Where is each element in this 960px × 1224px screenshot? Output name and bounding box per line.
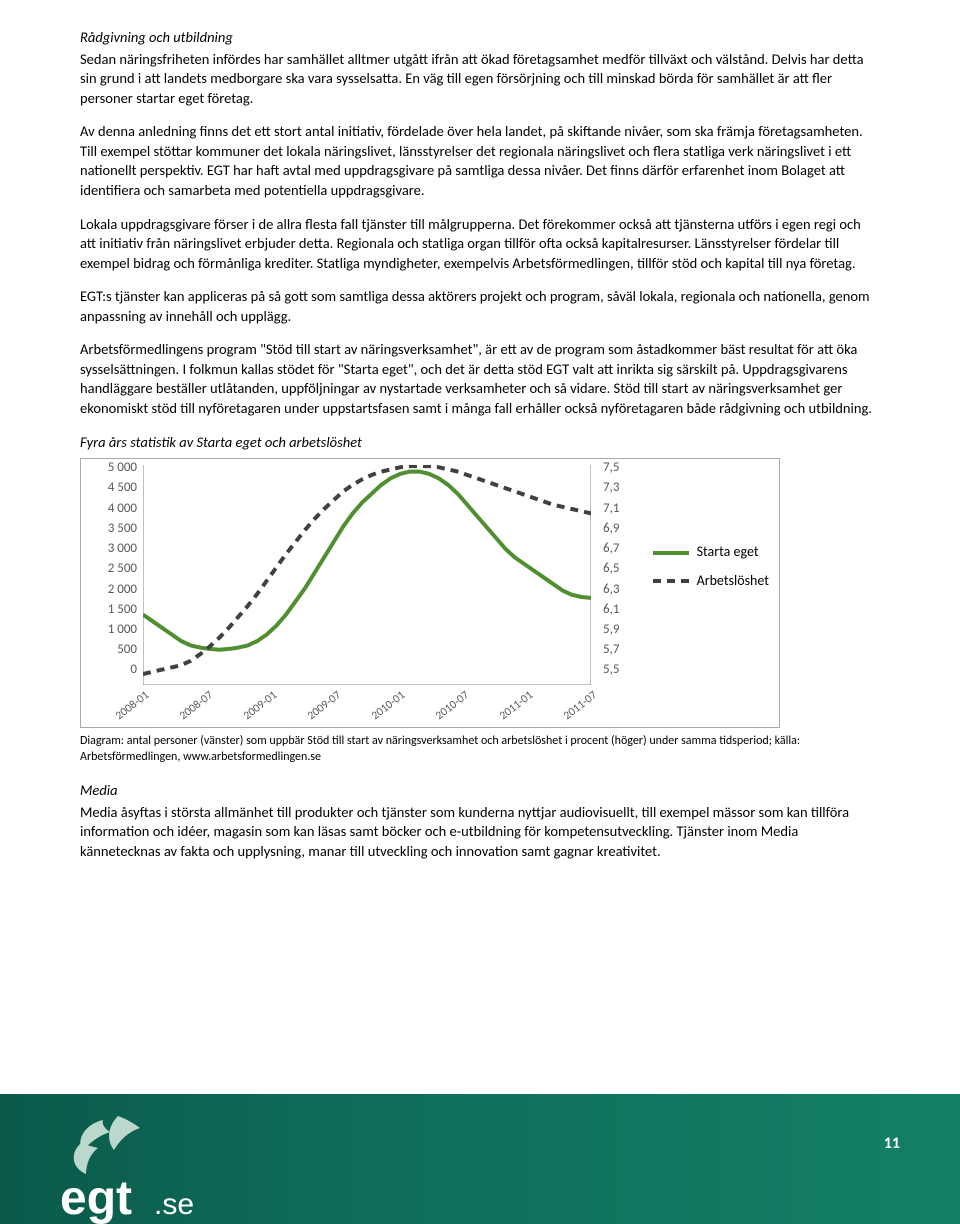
- chart-title: Fyra års statistik av Starta eget och ar…: [80, 433, 880, 453]
- svg-text:egt: egt: [60, 1172, 132, 1224]
- page-footer: 11 egt .se: [0, 1094, 960, 1224]
- statistics-chart: 5 0004 5004 0003 5003 0002 5002 0001 500…: [80, 458, 780, 728]
- paragraph: Sedan näringsfriheten infördes har samhä…: [80, 50, 880, 109]
- chart-legend: Starta egetArbetslöshet: [653, 543, 769, 601]
- document-body: Rådgivning och utbildning Sedan näringsf…: [0, 0, 960, 862]
- section-title-media: Media: [80, 781, 880, 801]
- y-axis-right: 7,57,37,16,96,76,56,36,15,95,75,5: [597, 465, 647, 685]
- page-number: 11: [884, 1134, 900, 1153]
- paragraph: Av denna anledning finns det ett stort a…: [80, 122, 880, 200]
- chart-caption: Diagram: antal personer (vänster) som up…: [80, 734, 880, 765]
- paragraph: Lokala uppdragsgivare förser i de allra …: [80, 215, 880, 274]
- paragraph: Arbetsförmedlingens program "Stöd till s…: [80, 340, 880, 418]
- chart-plot-area: [143, 465, 591, 685]
- egt-logo: egt .se: [48, 1114, 248, 1224]
- x-axis-labels: 2008-012008-072009-012009-072010-012010-…: [143, 687, 591, 723]
- paragraph: Media åsyftas i största allmänhet till p…: [80, 803, 880, 862]
- svg-text:.se: .se: [154, 1188, 194, 1221]
- section-title-radgivning: Rådgivning och utbildning: [80, 28, 880, 48]
- paragraph: EGT:s tjänster kan appliceras på så gott…: [80, 287, 880, 326]
- y-axis-left: 5 0004 5004 0003 5003 0002 5002 0001 500…: [87, 465, 137, 685]
